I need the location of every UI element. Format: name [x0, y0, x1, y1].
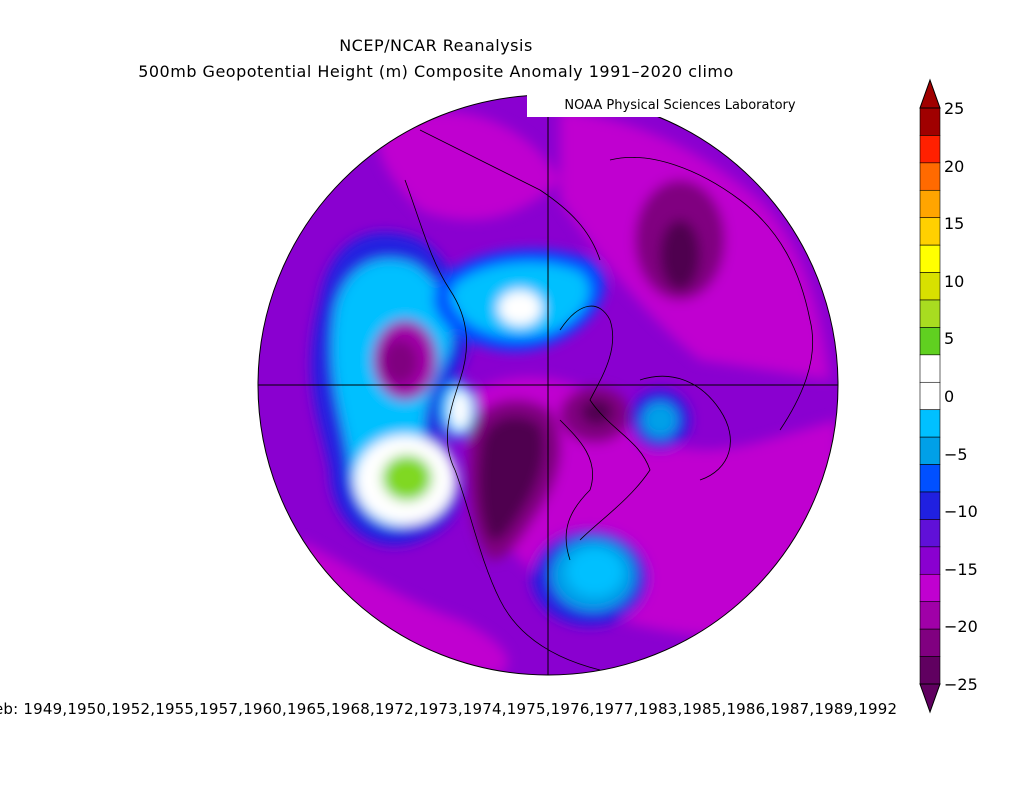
colorbar-cell	[919, 656, 941, 685]
magenta-region-north	[377, 110, 560, 220]
colorbar-tick-label: 20	[944, 156, 965, 176]
colorbar-tick-label: 25	[944, 99, 965, 118]
colorbar-cell	[919, 327, 941, 356]
coastlines	[404, 129, 814, 671]
colorbar-cell	[919, 464, 941, 493]
colorbar-top-arrow	[919, 78, 941, 109]
colorbar-cell	[919, 107, 941, 136]
colorbar-cell	[919, 546, 941, 575]
colorbar-cell	[919, 601, 941, 630]
colorbar-bottom-arrow	[919, 683, 941, 714]
chart-subtitle: 500mb Geopotential Height (m) Composite …	[138, 62, 734, 81]
colorbar-tick-label: −20	[944, 617, 978, 637]
colorbar-cell	[919, 189, 941, 219]
credit-label: NOAA Physical Sciences Laboratory	[527, 94, 833, 117]
colorbar-cell	[919, 272, 941, 301]
colorbar-cell	[919, 135, 941, 164]
colorbar-cell	[919, 162, 941, 191]
colorbar-cell	[919, 519, 941, 548]
colorbar-cell	[919, 436, 941, 465]
colorbar-cell	[919, 409, 941, 438]
colorbar-tick-label: −25	[944, 675, 978, 694]
chart-title: NCEP/NCAR Reanalysis	[339, 36, 533, 55]
colorbar-tick-label: −15	[944, 559, 978, 579]
green-positive-anomaly	[382, 455, 432, 501]
colorbar-tick-label: −5	[944, 444, 968, 464]
composite-years: eb: 1949,1950,1952,1955,1957,1960,1965,1…	[0, 700, 898, 718]
colorbar-cell	[919, 491, 941, 520]
colorbar-cell	[919, 628, 941, 657]
colorbar-tick-label: −10	[944, 502, 978, 522]
colorbar-cell	[919, 217, 941, 246]
colorbar-cell	[919, 573, 941, 603]
colorbar-cell	[919, 381, 941, 411]
white-region-arctic	[498, 290, 542, 326]
colorbar-cell	[919, 354, 941, 383]
colorbar-cell	[919, 244, 941, 273]
blue-region-europe	[642, 402, 678, 438]
colorbar-tick-label: 0	[944, 387, 955, 406]
colorbar-tick-label: 10	[944, 271, 965, 291]
colorbar-cell	[919, 299, 941, 328]
colorbar-tick-label: 5	[944, 329, 955, 349]
colorbar-tick-label: 15	[944, 214, 965, 234]
